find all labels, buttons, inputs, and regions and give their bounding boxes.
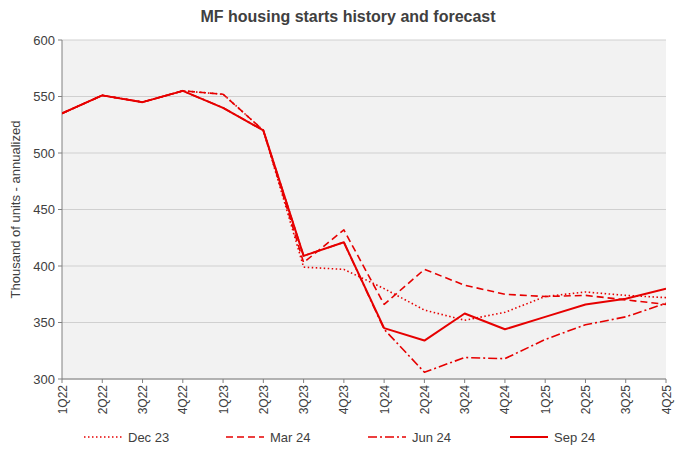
y-axis-line: [62, 40, 63, 379]
legend-label: Sep 24: [554, 430, 595, 445]
x-tick-label: 2Q25: [579, 385, 593, 415]
x-tick-label: 4Q25: [660, 385, 674, 415]
y-tick-label: 450: [33, 202, 55, 217]
x-tick: [263, 379, 264, 383]
legend-swatch: [84, 436, 122, 438]
y-tick-label: 550: [33, 89, 55, 104]
series-line: [62, 91, 666, 305]
x-tick: [303, 379, 304, 383]
legend-swatch: [510, 436, 548, 438]
y-tick: [58, 379, 62, 380]
x-tick: [142, 379, 143, 383]
x-tick: [343, 379, 344, 383]
title: MF housing starts history and forecast: [200, 8, 496, 25]
y-tick: [58, 266, 62, 267]
grid-line: [62, 379, 666, 380]
x-tick: [62, 379, 63, 383]
x-tick-label: 3Q22: [136, 385, 150, 415]
x-tick: [464, 379, 465, 383]
x-tick-label: 3Q25: [619, 385, 633, 415]
x-tick: [223, 379, 224, 383]
x-tick: [102, 379, 103, 383]
y-tick-label: 600: [33, 33, 55, 48]
y-tick-label: 400: [33, 259, 55, 274]
grid-line: [62, 153, 666, 154]
x-tick-label: 4Q24: [498, 385, 512, 415]
grid-line: [62, 209, 666, 210]
y-tick-label: 300: [33, 372, 55, 387]
x-tick-label: 4Q22: [176, 385, 190, 415]
x-tick-label: 1Q25: [539, 385, 553, 415]
x-tick: [384, 379, 385, 383]
y-tick: [58, 40, 62, 41]
legend-label: Dec 23: [128, 430, 169, 445]
grid-line: [62, 40, 666, 41]
x-tick: [545, 379, 546, 383]
series-group: [62, 91, 666, 372]
y-tick: [58, 209, 62, 210]
x-tick: [504, 379, 505, 383]
x-tick-label: 1Q24: [378, 385, 392, 415]
legend-label: Mar 24: [270, 430, 310, 445]
x-tick: [666, 379, 667, 383]
x-tick-label: 2Q23: [257, 385, 271, 415]
x-tick-label: 3Q23: [297, 385, 311, 415]
x-axis-line: [62, 379, 666, 380]
plot-background: [62, 40, 666, 379]
legend-swatch: [368, 436, 406, 438]
legend-swatch: [226, 436, 264, 438]
y-tick: [58, 153, 62, 154]
y-tick-label: 350: [33, 315, 55, 330]
series-line: [62, 91, 666, 341]
y-tick: [58, 322, 62, 323]
grid-line: [62, 322, 666, 323]
x-tick-label: 2Q24: [418, 385, 432, 415]
x-tick-label: 1Q22: [56, 385, 70, 415]
y-axis-label: Thousand of units - annualized: [8, 121, 23, 299]
y-tick-label: 500: [33, 146, 55, 161]
x-tick-label: 4Q23: [337, 385, 351, 415]
legend-label: Jun 24: [412, 430, 451, 445]
x-tick-label: 3Q24: [458, 385, 472, 415]
x-tick-label: 2Q22: [96, 385, 110, 415]
legend: Dec 23 Mar 24 Jun 24 Sep 24: [84, 430, 595, 445]
series-line: [62, 91, 666, 372]
x-tick-label: 1Q23: [217, 385, 231, 415]
x-tick: [625, 379, 626, 383]
y-tick: [58, 96, 62, 97]
x-tick: [585, 379, 586, 383]
grid-line: [62, 96, 666, 97]
x-tick: [424, 379, 425, 383]
chart: MF housing starts history and forecast Th…: [0, 0, 696, 450]
x-tick: [182, 379, 183, 383]
